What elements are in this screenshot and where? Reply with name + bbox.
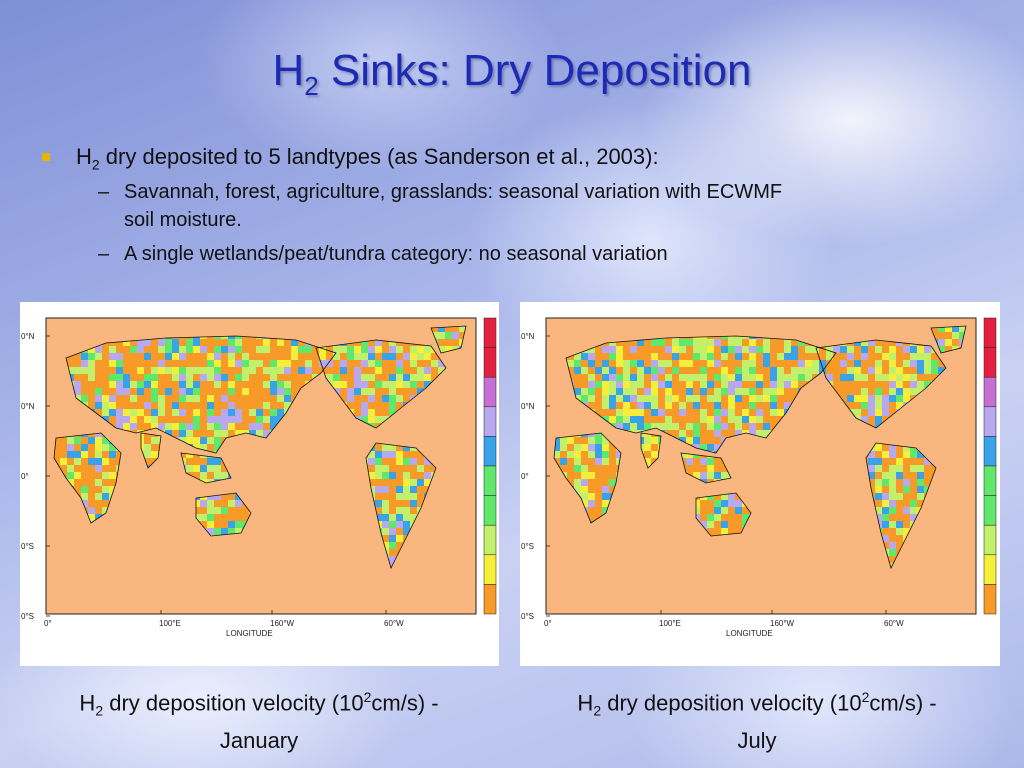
jan-y-tick-label: 0°N xyxy=(21,332,35,341)
jul-coastline-southamerica xyxy=(865,442,937,570)
jan-coastline-northamerica xyxy=(315,339,447,429)
bullet-square-icon xyxy=(42,153,50,161)
jul-x-tick-label: 60°W xyxy=(884,619,904,628)
jan-coastline-africa xyxy=(53,432,122,524)
jul-colorbar-swatch xyxy=(983,554,997,585)
jul-y-tick-label: 0°S xyxy=(521,542,534,551)
jul-colorbar-swatch xyxy=(983,317,997,348)
jul-y-tick-label: 0°N xyxy=(521,332,535,341)
jul-y-tick-label: 0° xyxy=(521,472,529,481)
jan-colorbar-swatch xyxy=(483,495,497,526)
jan-colorbar-swatch xyxy=(483,406,497,437)
jan-y-tick-label: 0° xyxy=(21,472,29,481)
jan-colorbar-swatch xyxy=(483,584,497,615)
jul-colorbar-swatch xyxy=(983,436,997,467)
jan-y-tick-label: 0°N xyxy=(21,402,35,411)
jul-colorbar-swatch xyxy=(983,347,997,378)
jul-coastline-northamerica xyxy=(815,339,947,429)
jan-coastline-eurasia xyxy=(65,335,337,454)
sub-bullet-1: – Savannah, forest, agriculture, grassla… xyxy=(98,181,783,232)
jul-colorbar-swatch xyxy=(983,584,997,615)
jul-coastline-india xyxy=(640,432,662,469)
jan-coastline-australia xyxy=(195,492,252,537)
jan-coastline-greenland xyxy=(430,325,467,354)
map-panel-july: 0°N 0°N 0° 0°S 0°S 0° 100°E 160°W 60°W LONGITUDE 9… xyxy=(520,302,1000,666)
jul-y-tick-label: 0°S xyxy=(521,612,534,621)
jan-coastline-seasia xyxy=(180,452,232,484)
jul-x-tick-label: 100°E xyxy=(659,619,681,628)
bullet-main: H2 dry deposited to 5 landtypes (as Sand… xyxy=(40,144,1000,172)
sub-bullet-2: – A single wetlands/peat/tundra category… xyxy=(98,243,668,266)
jan-colorbar-swatch xyxy=(483,347,497,378)
deposition-map-july: 0°N 0°N 0° 0°S 0°S 0° 100°E 160°W 60°W LONGITUDE 9… xyxy=(521,317,997,638)
jan-x-tick-label: 60°W xyxy=(384,619,404,628)
jul-colorbar-swatch xyxy=(983,495,997,526)
jul-coastline-eurasia xyxy=(565,335,837,454)
jan-x-axis-label: LONGITUDE xyxy=(226,629,273,638)
jul-x-tick-label: 0° xyxy=(544,619,552,628)
jan-colorbar-swatch xyxy=(483,317,497,348)
caption-july: H2 dry deposition velocity (102cm/s) - J… xyxy=(577,689,937,753)
jul-x-tick-label: 160°W xyxy=(770,619,795,628)
jan-colorbar-swatch xyxy=(483,376,497,408)
jan-colorbar: 9876543210 xyxy=(483,317,497,615)
jan-x-tick-label: 0° xyxy=(44,619,52,628)
caption-january: H2 dry deposition velocity (102cm/s) - J… xyxy=(79,689,439,753)
deposition-map-january: 0°N 0°N 0° 0°S 0°S 0° 100°E 160°W 60°W LONGITUDE 9… xyxy=(21,317,497,638)
jan-coastline-southamerica xyxy=(365,442,437,570)
jan-x-tick-label: 100°E xyxy=(159,619,181,628)
jan-coastline-india xyxy=(140,432,162,469)
jul-colorbar-swatch xyxy=(983,465,997,496)
jan-colorbar-swatch xyxy=(483,436,497,467)
map-panel-january: 0°N 0°N 0° 0°S 0°S 0° 100°E 160°W 60°W LONGITUDE 9… xyxy=(20,302,499,666)
jul-coastline-seasia xyxy=(680,452,732,484)
slide-title: H2 Sinks: Dry Deposition xyxy=(272,46,752,101)
jul-x-axis-label: LONGITUDE xyxy=(726,629,773,638)
jan-x-tick-label: 160°W xyxy=(270,619,295,628)
jul-colorbar-swatch xyxy=(983,406,997,437)
jul-coastline-africa xyxy=(553,432,622,524)
jan-y-tick-label: 0°S xyxy=(21,542,34,551)
jul-y-tick-label: 0°N xyxy=(521,402,535,411)
jan-colorbar-swatch xyxy=(483,554,497,585)
jan-colorbar-swatch xyxy=(483,465,497,496)
jul-colorbar: 9876543210 xyxy=(983,317,997,615)
jul-coastline-australia xyxy=(695,492,752,537)
jul-colorbar-swatch xyxy=(983,376,997,408)
bullet-list: H2 dry deposited to 5 landtypes (as Sand… xyxy=(40,144,1000,268)
jan-colorbar-swatch xyxy=(483,524,497,556)
jul-colorbar-swatch xyxy=(983,524,997,556)
jul-coastline-greenland xyxy=(930,325,967,354)
jan-y-tick-label: 0°S xyxy=(21,612,34,621)
